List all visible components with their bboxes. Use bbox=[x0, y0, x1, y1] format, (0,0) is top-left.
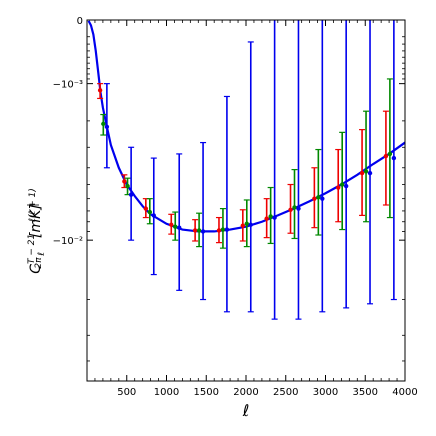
data-point-red bbox=[122, 179, 127, 184]
data-point-green bbox=[244, 221, 249, 226]
x-tick-label: 2000 bbox=[233, 387, 258, 398]
data-point-red bbox=[169, 222, 174, 227]
data-point-blue bbox=[296, 206, 301, 211]
x-tick-label: 1500 bbox=[194, 387, 219, 398]
data-point-red bbox=[359, 170, 365, 176]
data-point-red bbox=[264, 216, 269, 221]
x-tick-label: 4000 bbox=[392, 387, 417, 398]
x-tick-label: 3500 bbox=[353, 387, 378, 398]
data-point-blue bbox=[177, 225, 182, 230]
data-point-green bbox=[196, 228, 202, 233]
data-point-red bbox=[288, 207, 293, 212]
x-tick-label: 3000 bbox=[313, 387, 338, 398]
data-point-blue bbox=[343, 183, 349, 189]
plot-area bbox=[87, 20, 406, 320]
plot-frame bbox=[86, 19, 406, 382]
data-point-blue bbox=[320, 196, 325, 201]
data-point-red bbox=[383, 153, 389, 159]
data-point-blue bbox=[104, 124, 110, 129]
data-point-green bbox=[173, 224, 178, 229]
data-point-blue bbox=[224, 227, 230, 232]
data-point-blue bbox=[391, 155, 397, 161]
data-point-blue bbox=[248, 222, 253, 227]
data-point-green bbox=[125, 183, 130, 189]
data-point-red bbox=[216, 228, 222, 233]
data-point-red bbox=[240, 223, 246, 228]
data-point-blue bbox=[367, 170, 373, 176]
data-point-blue bbox=[128, 192, 134, 197]
x-axis-label: ℓ bbox=[242, 401, 250, 420]
y-tick-label: −10⁻³ bbox=[53, 80, 83, 91]
data-point-red bbox=[97, 88, 103, 93]
y-axis-label: ℓ(ℓ + 1) bbox=[28, 188, 38, 222]
x-tick-label: 2500 bbox=[273, 387, 298, 398]
data-point-green bbox=[292, 205, 297, 210]
data-point-green bbox=[316, 195, 321, 200]
y-tick-label: 0 bbox=[77, 16, 83, 27]
data-point-blue bbox=[200, 229, 206, 234]
data-point-blue bbox=[151, 213, 156, 218]
data-point-green bbox=[387, 151, 393, 157]
x-tick-label: 1000 bbox=[154, 387, 179, 398]
svg-text:ℓ(ℓ + 1): ℓ(ℓ + 1) bbox=[28, 188, 38, 222]
data-point-red bbox=[192, 228, 198, 233]
data-point-green bbox=[220, 227, 226, 232]
x-tick-label: 500 bbox=[117, 387, 136, 398]
svg-text:2π CT − 21ℓ[mK]: 2π CT − 21ℓ[mK] bbox=[27, 204, 47, 273]
data-point-green bbox=[339, 182, 345, 187]
axis-ticks: 500 1000 1500 2000 2500 3000 3500 4000 0 −10⁻³ −10… bbox=[53, 16, 418, 398]
data-point-green bbox=[268, 214, 273, 219]
data-point-green bbox=[363, 169, 369, 174]
data-point-red bbox=[336, 185, 341, 190]
data-point-green bbox=[147, 209, 153, 215]
data-point-green bbox=[101, 121, 106, 127]
y-tick-label: −10⁻² bbox=[53, 236, 83, 247]
data-point-blue bbox=[272, 215, 277, 220]
data-point-red bbox=[143, 206, 149, 211]
y-axis-label-main: 2π CT − 21ℓ[mK] bbox=[27, 204, 47, 273]
data-point-red bbox=[312, 196, 317, 201]
